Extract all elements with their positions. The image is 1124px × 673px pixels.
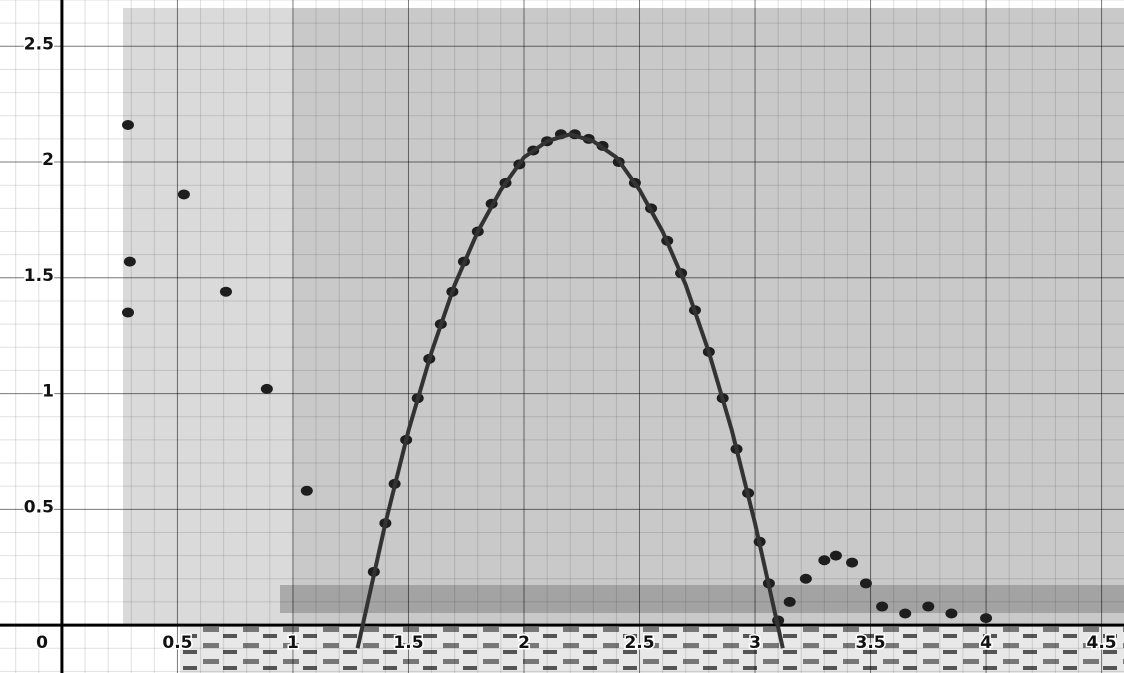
ball-point [799,573,812,584]
x-tick-label: 2 [518,633,530,653]
photo-light-area [123,8,293,625]
labels: 0 0.5 1 1.5 2 2.5 3 3.5 4 4.5 0.5 1 1.5 2 2.5 [22,33,1118,655]
x-tick-label: 3.5 [855,633,885,653]
floor-pattern [180,627,1124,673]
ball-point [846,557,859,568]
ball-point [121,307,134,318]
ball-point [300,485,313,496]
x-tick-label: 2.5 [624,633,654,653]
x-tick-label: 3 [749,633,761,653]
ball-point [980,613,993,624]
ball-point [121,120,134,131]
ball-point [818,555,831,566]
ball-point [123,256,136,267]
ball-point [922,601,935,612]
ball-point [899,608,912,619]
y-tick-label: 2.5 [24,34,54,54]
x-tick-label: 1.5 [393,633,423,653]
x-tick-label: 4.5 [1087,633,1117,653]
x-tick-label: 1 [287,633,299,653]
ball-point [945,608,958,619]
y-tick-label: 2 [42,150,54,170]
ball-point [829,550,842,561]
floor-shadow [280,585,1124,613]
ball-point [260,383,273,394]
x-tick-label: 0 [36,633,48,653]
ball-point [859,578,872,589]
ball-point [219,286,232,297]
y-tick-label: 0.5 [24,497,54,517]
ball-point [876,601,889,612]
ball-point [783,596,796,607]
x-tick-label: 4 [980,633,992,653]
marks [121,120,993,649]
ball-point [177,189,190,200]
x-tick-label: 0.5 [162,633,192,653]
y-tick-label: 1.5 [24,266,54,286]
fit-curve [355,132,785,649]
y-tick-label: 1 [42,382,54,402]
